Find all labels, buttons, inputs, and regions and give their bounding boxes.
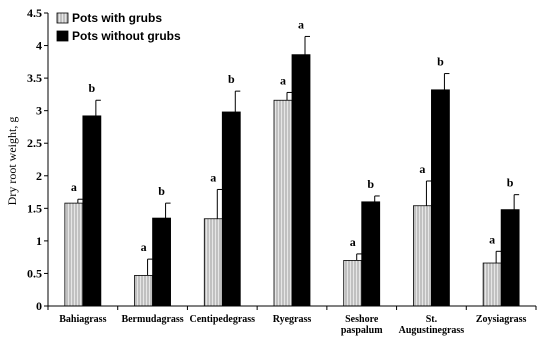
bar-without-grubs (361, 201, 381, 307)
significance-label: b (507, 176, 514, 190)
x-axis: Bahiagrass Bermudagrass Centipedegrass Ryeg… (47, 305, 537, 336)
bar-without-grubs (152, 217, 171, 307)
x-category-label-line: Seshore (345, 314, 379, 325)
bar-without-grubs (431, 89, 450, 307)
x-category-label: Seshore paspalum (341, 314, 383, 336)
x-category-label-line: Ryegrass (273, 314, 312, 325)
significance-label: b (89, 81, 96, 95)
significance-label: a (71, 180, 77, 194)
significance-label: a (298, 17, 304, 31)
bar-without-grubs (221, 111, 241, 307)
significance-label: b (158, 184, 165, 198)
x-category-label: Zoysiagrass (476, 314, 527, 325)
y-tick-label: 2.5 (27, 136, 42, 150)
plot-area: a b a b a b a a a b a b a b (64, 17, 520, 307)
y-tick-label: 1.5 (27, 201, 42, 215)
legend: Pots with grubs Pots without grubs (56, 11, 181, 43)
y-axis-title: Dry root weight, g (5, 117, 19, 206)
y-tick-label: 3 (36, 104, 42, 118)
x-category-label: Bermudagrass (121, 314, 183, 325)
bar-with-grubs (343, 260, 363, 307)
significance-label: a (489, 232, 495, 246)
x-category-label-line: paspalum (341, 325, 383, 336)
x-category-label: Centipedegrass (190, 314, 256, 325)
significance-label: a (350, 235, 356, 249)
bar-with-grubs (273, 99, 293, 307)
x-category-label: Bahiagrass (59, 314, 106, 325)
y-tick-label: 1 (36, 234, 42, 248)
x-category-label-line: Augustinegrass (399, 325, 465, 336)
legend-label: Pots without grubs (72, 29, 181, 43)
x-category-label-line: Centipedegrass (190, 314, 256, 325)
y-tick-label: 3.5 (27, 71, 42, 85)
x-category-label-line: Bermudagrass (121, 314, 183, 325)
significance-label: a (210, 170, 216, 184)
y-tick-label: 4 (36, 39, 42, 53)
x-category-label-line: Bahiagrass (59, 314, 106, 325)
x-category-label-line: Zoysiagrass (476, 314, 527, 325)
bar-with-grubs (64, 202, 84, 307)
y-tick-label: 4.5 (27, 6, 42, 20)
legend-label: Pots with grubs (72, 11, 162, 25)
bar-with-grubs (413, 205, 432, 307)
y-tick-label: 0 (36, 299, 42, 313)
significance-label: a (280, 73, 286, 87)
y-tick-label: 0.5 (27, 266, 42, 280)
legend-swatch (56, 12, 69, 24)
significance-label: a (141, 240, 147, 254)
significance-label: b (367, 177, 374, 191)
bar-without-grubs (500, 209, 520, 307)
x-category-label: Ryegrass (273, 314, 312, 325)
bar-with-grubs (203, 218, 223, 307)
bar-with-grubs (134, 274, 153, 307)
significance-label: a (419, 162, 425, 176)
y-axis-title-group: Dry root weight, g (5, 117, 19, 206)
significance-label: b (228, 72, 235, 86)
y-axis: 0 0.5 1 1.5 2 2.5 3 3.5 4 4.5 (27, 6, 49, 313)
significance-label: b (437, 55, 444, 69)
legend-swatch (56, 30, 69, 42)
bar-with-grubs (482, 262, 502, 307)
y-tick-label: 2 (36, 169, 42, 183)
bar-without-grubs (82, 115, 102, 307)
x-category-label: St. Augustinegrass (399, 314, 465, 336)
bar-without-grubs (291, 54, 311, 307)
x-category-label-line: St. (426, 314, 438, 325)
